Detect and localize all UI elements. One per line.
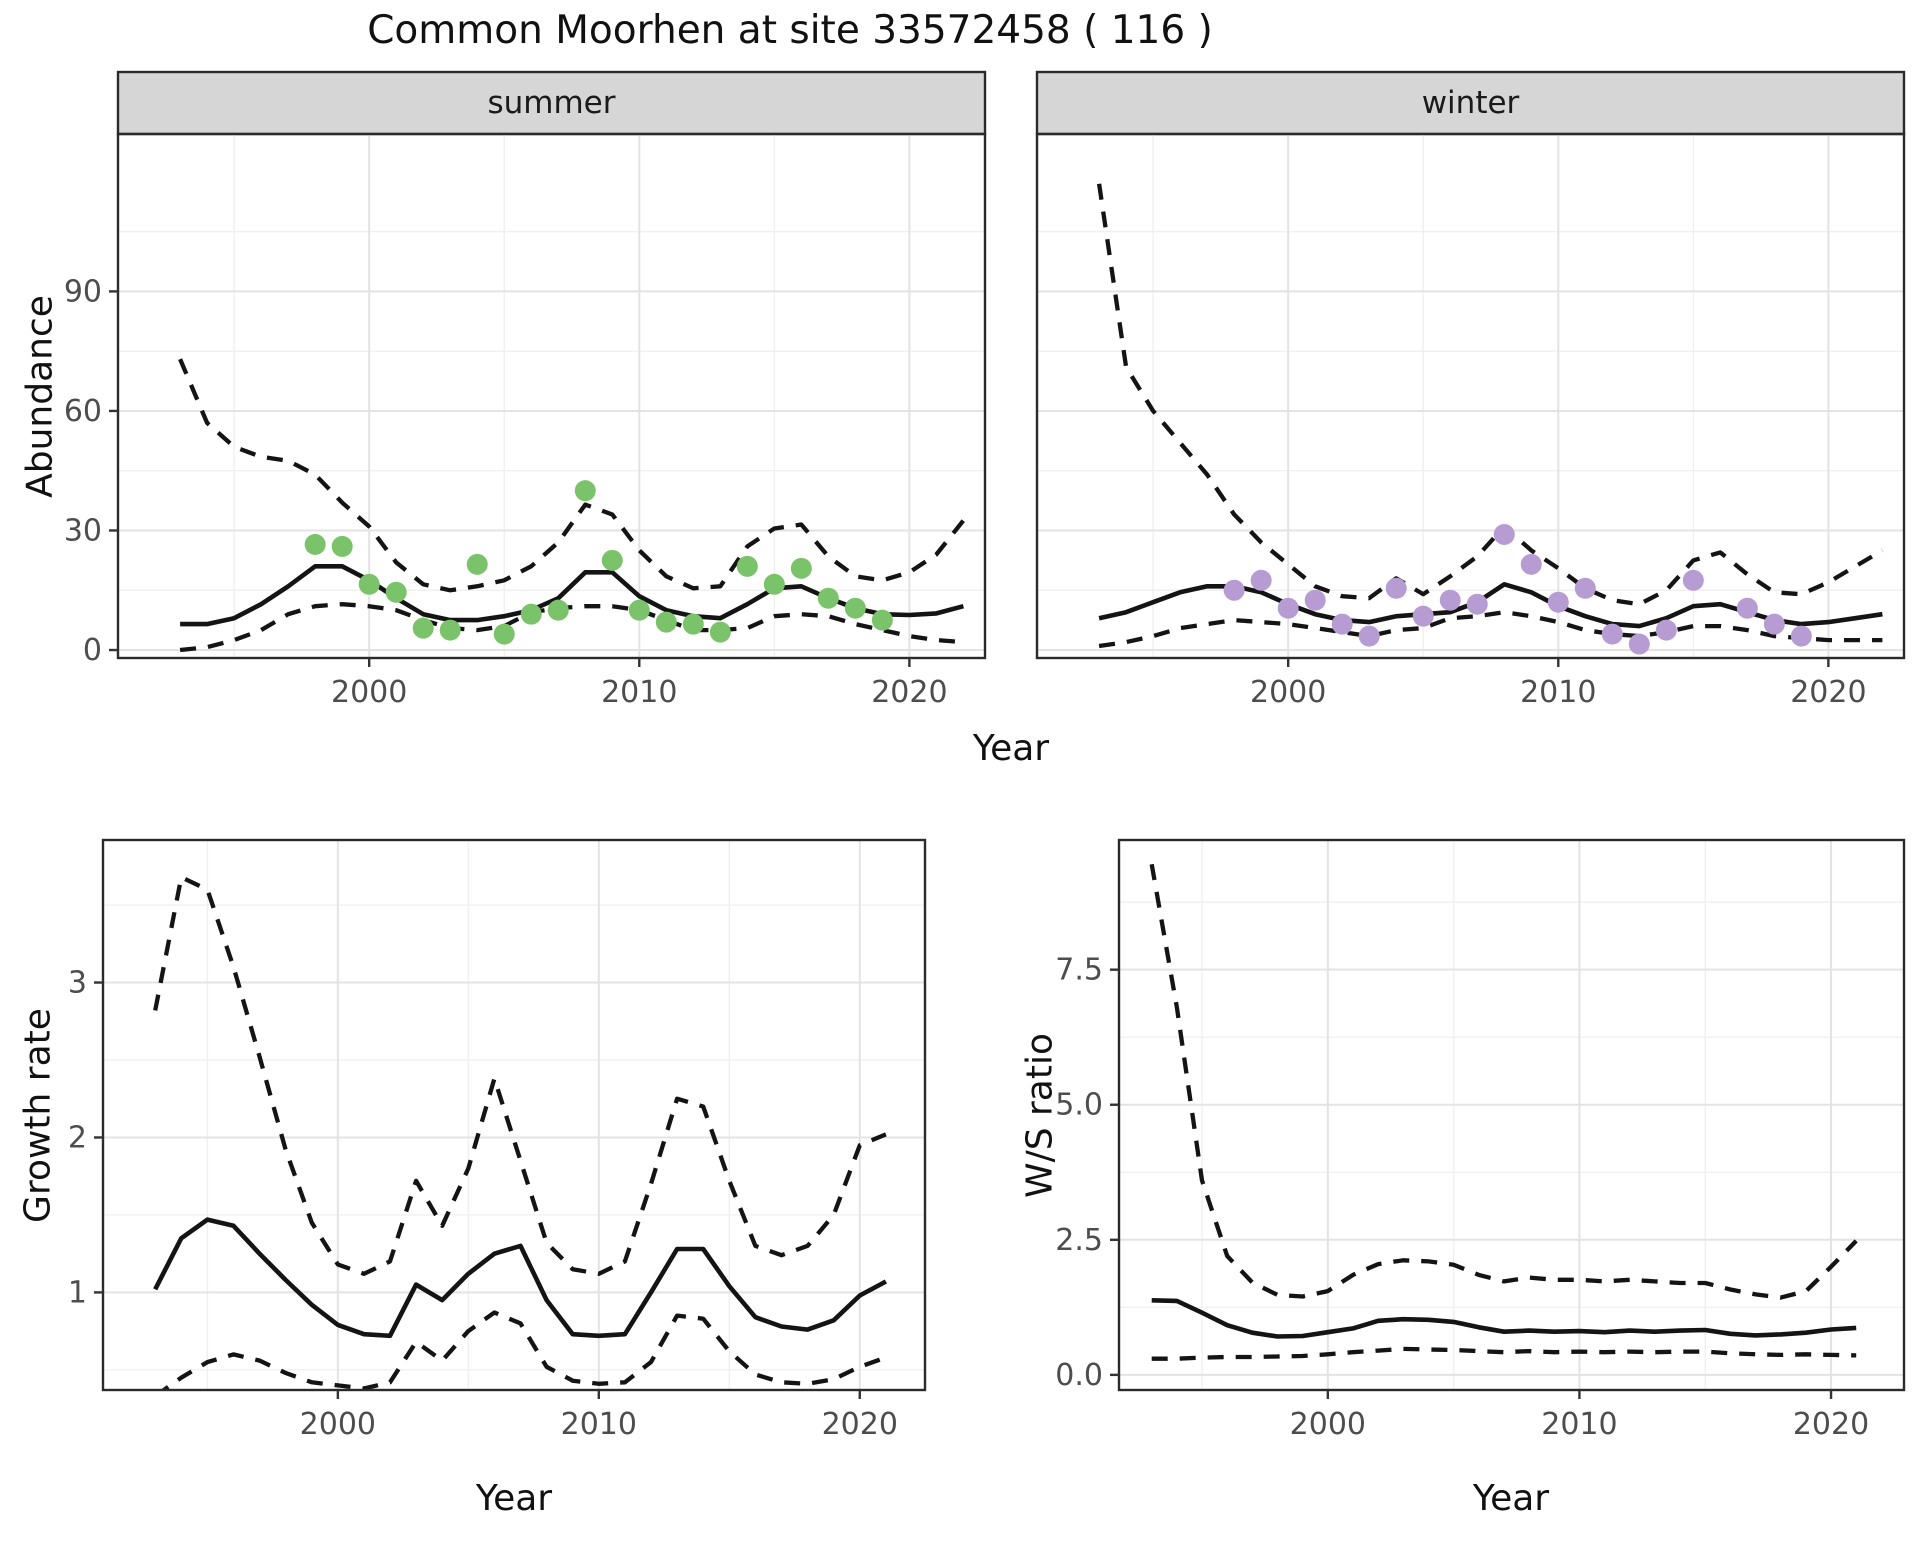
svg-text:3: 3 — [68, 966, 87, 1001]
abundance-axis-title: Abundance — [19, 295, 61, 498]
svg-text:1: 1 — [68, 1275, 87, 1310]
svg-text:2.5: 2.5 — [1055, 1223, 1103, 1258]
growth-rate-axis-title: Growth rate — [17, 1008, 59, 1223]
svg-text:5.0: 5.0 — [1055, 1088, 1103, 1123]
facet-strip-winter: winter — [1421, 85, 1520, 121]
year-axis-title-top: Year — [972, 728, 1050, 769]
svg-text:2000: 2000 — [1250, 675, 1326, 710]
ws-ratio-axis-title: W/S ratio — [1019, 1032, 1061, 1199]
svg-text:2010: 2010 — [1520, 675, 1596, 710]
svg-text:2000: 2000 — [331, 675, 407, 710]
year-axis-title-growth: Year — [475, 1478, 553, 1519]
svg-text:2020: 2020 — [1793, 1407, 1869, 1442]
svg-text:2020: 2020 — [871, 675, 947, 710]
svg-text:2000: 2000 — [1290, 1407, 1366, 1442]
svg-text:2010: 2010 — [601, 675, 677, 710]
figure-title: Common Moorhen at site 33572458 ( 116 ) — [367, 8, 1213, 53]
facet-strip-summer: summer — [487, 85, 616, 121]
svg-text:60: 60 — [64, 394, 102, 429]
svg-text:2010: 2010 — [561, 1407, 637, 1442]
svg-text:7.5: 7.5 — [1055, 953, 1103, 988]
svg-text:0.0: 0.0 — [1055, 1358, 1103, 1393]
svg-text:2: 2 — [68, 1120, 87, 1155]
svg-text:0: 0 — [83, 633, 102, 668]
svg-text:2000: 2000 — [300, 1407, 376, 1442]
svg-text:2020: 2020 — [1790, 675, 1866, 710]
svg-text:30: 30 — [64, 513, 102, 548]
year-axis-title-ws: Year — [1472, 1478, 1550, 1519]
svg-text:90: 90 — [64, 274, 102, 309]
svg-text:2010: 2010 — [1541, 1407, 1617, 1442]
svg-text:2020: 2020 — [822, 1407, 898, 1442]
